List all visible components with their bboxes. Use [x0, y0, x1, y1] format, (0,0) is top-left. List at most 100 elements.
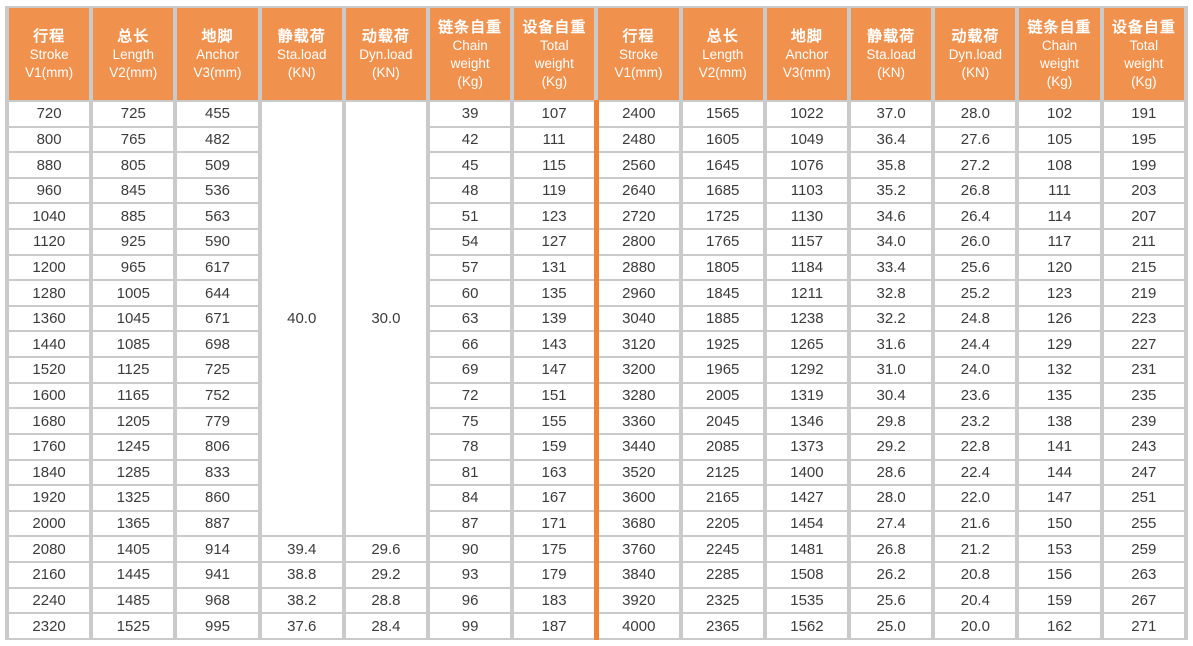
cell-right-stroke: 3920	[593, 586, 683, 615]
cell-right-dyn-load: 25.6	[931, 253, 1020, 282]
cell-right-stroke: 3680	[593, 509, 683, 538]
cell-left-stroke: 720	[4, 100, 94, 128]
cell-left-chain-weight: 69	[426, 356, 515, 384]
col-header-stroke-right: 行程 Stroke V1(mm)	[594, 6, 683, 102]
cell-right-dyn-load: 24.4	[931, 330, 1020, 359]
cell-right-dyn-load: 26.8	[931, 176, 1020, 205]
cell-right-anchor: 1454	[762, 509, 852, 538]
cell-right-sta-load: 26.8	[847, 535, 936, 563]
cell-right-sta-load: 34.6	[847, 202, 936, 231]
cell-left-stroke: 1280	[4, 279, 94, 307]
cell-right-total-weight: 207	[1099, 202, 1189, 231]
cell-left-stroke: 1840	[4, 458, 94, 487]
table-row: 1920 1325 860 84 167 3600 2165 1427 28.0 22.0 147 2…	[4, 484, 1189, 512]
cell-left-total-weight: 123	[510, 202, 599, 231]
cell-right-dyn-load: 20.8	[931, 560, 1020, 589]
cell-right-stroke: 3840	[593, 560, 683, 589]
cell-right-anchor: 1535	[762, 586, 852, 615]
cell-left-anchor: 509	[173, 151, 262, 179]
cell-right-anchor: 1292	[762, 356, 852, 384]
spec-table: 行程 Stroke V1(mm) 总长 Length V2(mm) 地脚 Anchor V3(m…	[4, 6, 1189, 640]
header-line: Dyn.load	[948, 46, 1002, 62]
cell-right-stroke: 3440	[593, 432, 683, 461]
header-line: 动载荷	[951, 27, 1000, 45]
table-row: 2160 1445 941 38.8 29.2 93 179 3840 2285 1508 26.2…	[4, 560, 1189, 589]
cell-right-chain-weight: 120	[1015, 253, 1104, 282]
col-header-total-weight-right: 设备自重 Total weight (Kg)	[1099, 6, 1189, 102]
table-row: 1120 925 590 54 127 2800 1765 1157 34.0 26.0 117 21…	[4, 228, 1189, 256]
cell-right-anchor: 1265	[762, 330, 852, 359]
col-header-length-right: 总长 Length V2(mm)	[678, 6, 767, 102]
cell-right-total-weight: 239	[1099, 407, 1189, 435]
cell-left-chain-weight: 72	[426, 381, 515, 410]
cell-right-chain-weight: 123	[1015, 279, 1104, 307]
cell-left-chain-weight: 96	[426, 586, 515, 615]
cell-right-sta-load: 37.0	[847, 100, 936, 128]
cell-right-total-weight: 227	[1099, 330, 1189, 359]
header-line: V2(mm)	[698, 64, 747, 80]
col-header-chain-weight-right: 链条自重 Chain weight (Kg)	[1015, 6, 1104, 102]
cell-right-total-weight: 219	[1099, 279, 1189, 307]
cell-left-anchor: 671	[173, 304, 262, 333]
cell-left-stroke: 880	[4, 151, 94, 179]
cell-right-dyn-load: 21.6	[931, 509, 1020, 538]
cell-right-length: 2285	[678, 560, 767, 589]
cell-right-stroke: 3360	[593, 407, 683, 435]
header-line: V3(mm)	[782, 64, 831, 80]
cell-right-dyn-load: 20.4	[931, 586, 1020, 615]
cell-left-chain-weight: 90	[426, 535, 515, 563]
cell-right-sta-load: 31.0	[847, 356, 936, 384]
cell-right-total-weight: 271	[1099, 612, 1189, 640]
col-header-length-left: 总长 Length V2(mm)	[89, 6, 178, 102]
header-line: weight	[1124, 55, 1164, 71]
cell-right-chain-weight: 114	[1015, 202, 1104, 231]
cell-right-length: 2125	[678, 458, 767, 487]
col-header-sta-load-right: 静载荷 Sta.load (KN)	[847, 6, 936, 102]
cell-right-anchor: 1319	[762, 381, 852, 410]
col-header-chain-weight-left: 链条自重 Chain weight (Kg)	[426, 6, 515, 102]
header-line: Sta.load	[276, 46, 327, 62]
cell-left-length: 1165	[89, 381, 178, 410]
cell-right-total-weight: 247	[1099, 458, 1189, 487]
cell-left-chain-weight: 48	[426, 176, 515, 205]
cell-right-sta-load: 29.8	[847, 407, 936, 435]
cell-right-sta-load: 28.0	[847, 484, 936, 512]
cell-left-anchor: 725	[173, 356, 262, 384]
cell-left-length: 1285	[89, 458, 178, 487]
cell-right-stroke: 2960	[593, 279, 683, 307]
cell-right-total-weight: 251	[1099, 484, 1189, 512]
cell-left-anchor: 698	[173, 330, 262, 359]
cell-left-anchor: 860	[173, 484, 262, 512]
table-row: 1360 1045 671 63 139 3040 1885 1238 32.2 24.8 126 2…	[4, 304, 1189, 333]
cell-left-stroke: 1680	[4, 407, 94, 435]
cell-right-length: 2205	[678, 509, 767, 538]
cell-right-stroke: 4000	[593, 612, 683, 640]
cell-left-chain-weight: 63	[426, 304, 515, 333]
header-line: Stroke	[29, 46, 69, 62]
cell-left-total-weight: 163	[510, 458, 599, 487]
cell-left-length: 1405	[89, 535, 178, 563]
merged-dyn-load-cell: 30.0	[341, 99, 431, 538]
cell-right-chain-weight: 147	[1015, 484, 1104, 512]
cell-left-chain-weight: 57	[426, 253, 515, 282]
cell-right-anchor: 1508	[762, 560, 852, 589]
cell-left-total-weight: 127	[510, 228, 599, 256]
cell-left-stroke: 2320	[4, 612, 94, 640]
cell-left-anchor: 806	[173, 432, 262, 461]
cell-right-dyn-load: 23.2	[931, 407, 1020, 435]
cell-right-anchor: 1373	[762, 432, 852, 461]
cell-left-length: 925	[89, 228, 178, 256]
cell-right-chain-weight: 144	[1015, 458, 1104, 487]
cell-right-anchor: 1481	[762, 535, 852, 563]
cell-left-total-weight: 119	[510, 176, 599, 205]
cell-left-total-weight: 175	[510, 535, 599, 563]
cell-left-total-weight: 155	[510, 407, 599, 435]
header-line: (KN)	[372, 64, 400, 80]
table-row: 2000 1365 887 87 171 3680 2205 1454 27.4 21.6 150 2…	[4, 509, 1189, 538]
header-line: 总长	[706, 27, 739, 45]
cell-left-anchor: 455	[173, 100, 262, 128]
table-row: 1200 965 617 57 131 2880 1805 1184 33.4 25.6 120 21…	[4, 253, 1189, 282]
cell-right-total-weight: 267	[1099, 586, 1189, 615]
header-line: 地脚	[790, 27, 823, 45]
cell-right-sta-load: 34.0	[847, 228, 936, 256]
